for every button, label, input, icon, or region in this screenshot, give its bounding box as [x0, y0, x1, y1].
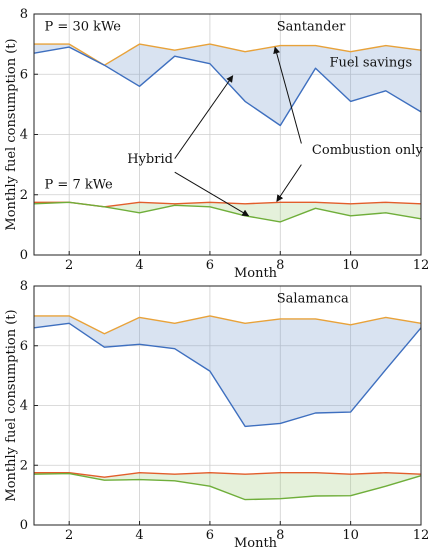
combustion-only-label: Combustion only [312, 143, 424, 158]
hybrid-arrow-low [174, 171, 250, 217]
chart-title: Salamanca [277, 291, 349, 306]
x-tick-label: 6 [206, 528, 214, 543]
series-line [33, 472, 422, 501]
combustion-arrow-low [276, 164, 302, 202]
y-tick-label: 8 [20, 7, 28, 22]
x-tick-label: 2 [65, 258, 73, 273]
x-axis-label: Month [234, 266, 278, 281]
x-tick-label: 8 [276, 528, 284, 543]
x-tick-label: 10 [342, 258, 359, 273]
hybrid-arrow-high [174, 75, 234, 159]
y-tick-label: 4 [20, 399, 28, 414]
y-axis-label: Monthly fuel consumption (t) [4, 38, 19, 230]
y-tick-label: 2 [20, 188, 28, 203]
fuel-savings-area [34, 472, 421, 500]
x-tick-label: 12 [413, 528, 430, 543]
fuel-savings-area [34, 44, 421, 126]
series-line [33, 322, 422, 428]
y-tick-label: 6 [20, 339, 28, 354]
x-tick-label: 10 [342, 528, 359, 543]
x-tick-label: 4 [135, 258, 143, 273]
x-tick-label: 8 [276, 258, 284, 273]
x-tick-label: 6 [206, 258, 214, 273]
fuel-savings-area [34, 202, 421, 222]
y-tick-label: 4 [20, 128, 28, 143]
power-low-label: P = 7 kWe [45, 178, 113, 193]
y-tick-label: 2 [20, 458, 28, 473]
x-tick-label: 2 [65, 528, 73, 543]
chart-title: Santander [277, 20, 346, 35]
x-tick-label: 4 [135, 528, 143, 543]
series-line [33, 201, 422, 223]
y-tick-label: 0 [20, 518, 28, 533]
x-tick-label: 12 [413, 258, 430, 273]
y-axis-label: Monthly fuel consumption (t) [4, 309, 19, 501]
combustion-arrow-high [273, 46, 302, 144]
fuel-savings-area [34, 315, 421, 427]
y-tick-label: 6 [20, 67, 28, 82]
y-tick-label: 0 [20, 248, 28, 263]
fuel-savings-label: Fuel savings [330, 56, 413, 71]
hybrid-label: Hybrid [127, 152, 173, 167]
series-line [34, 472, 422, 478]
series-line [34, 315, 422, 335]
power-high-label: P = 30 kWe [45, 20, 122, 35]
x-axis-label: Month [234, 536, 278, 550]
y-tick-label: 8 [20, 279, 28, 294]
